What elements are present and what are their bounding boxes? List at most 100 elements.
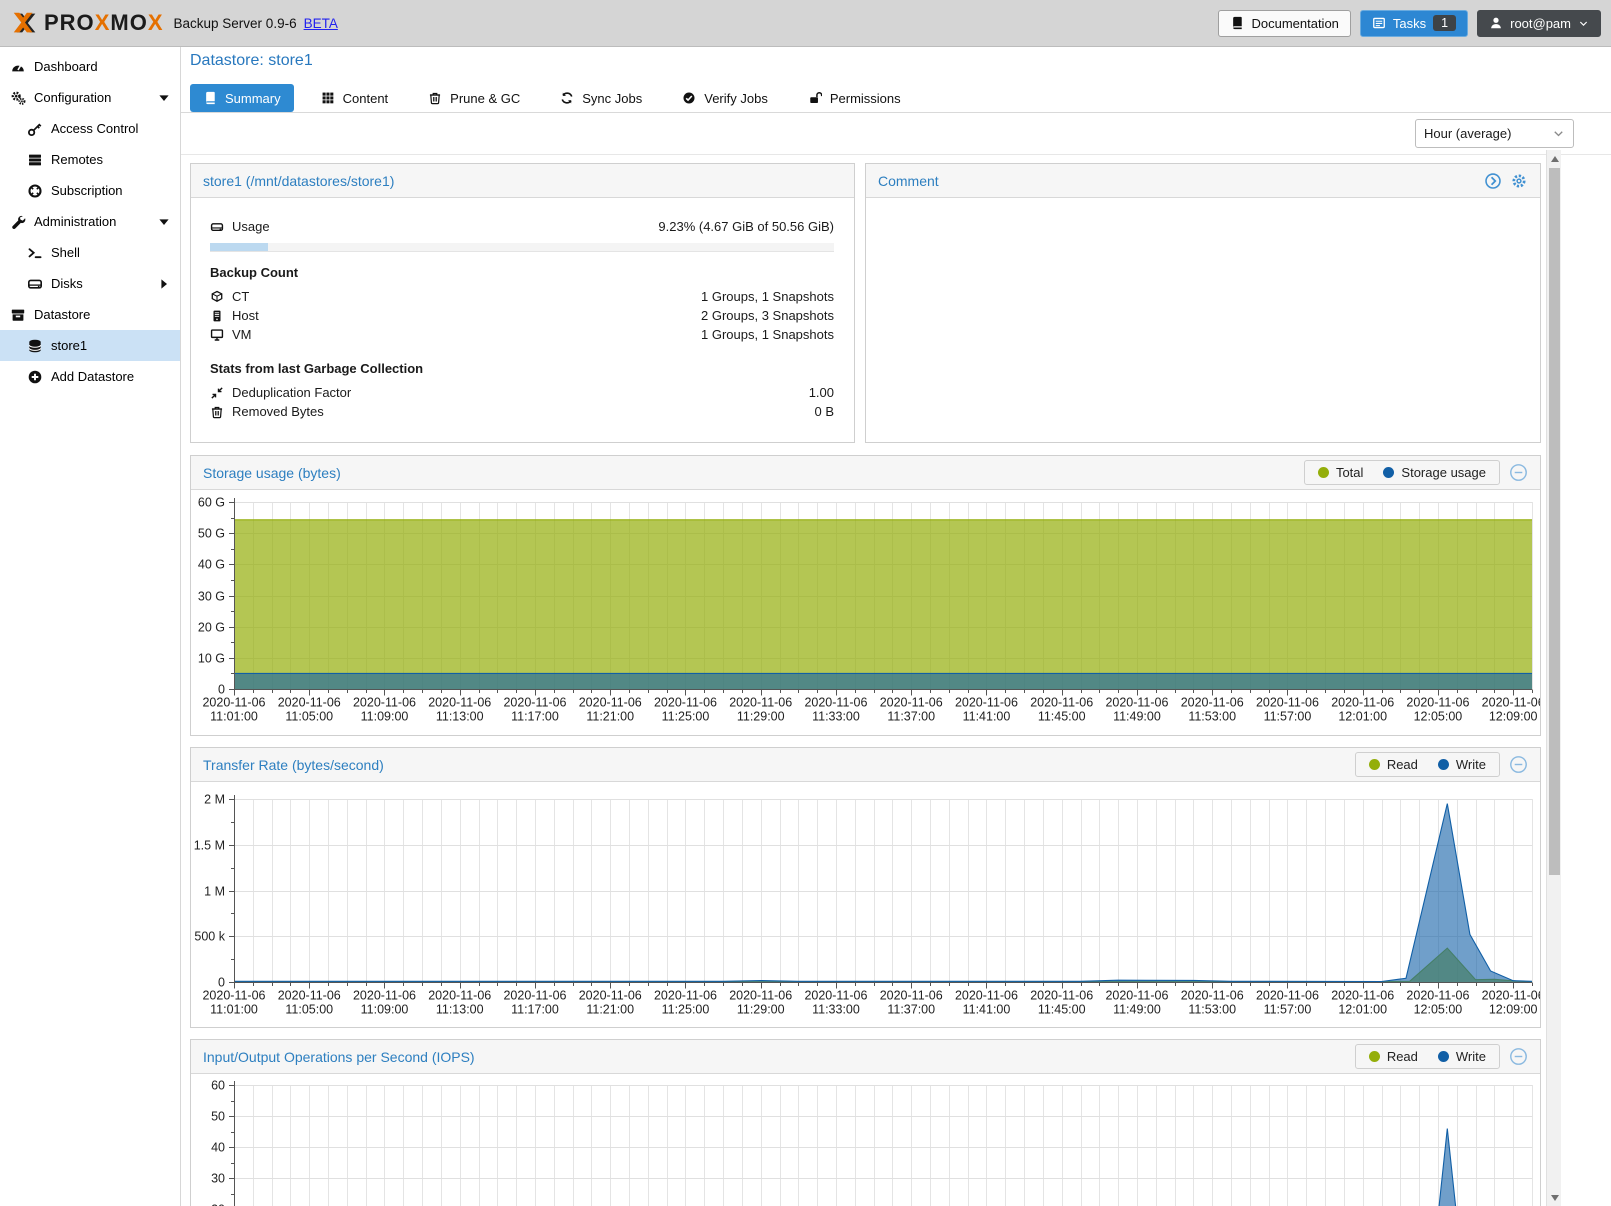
svg-text:2020-11-06: 2020-11-06: [202, 989, 265, 1003]
sidebar-item-datastore[interactable]: Datastore: [0, 299, 180, 330]
sidebar-item-label: Dashboard: [34, 59, 98, 74]
transfer-rate-chart-panel: Transfer Rate (bytes/second) Read Write 0…: [190, 747, 1541, 1028]
comment-input[interactable]: [866, 198, 1540, 442]
tab-prune-gc[interactable]: Prune & GC: [415, 84, 533, 112]
beta-link[interactable]: BETA: [303, 15, 338, 31]
tasks-label: Tasks: [1392, 15, 1427, 31]
legend-item[interactable]: Read: [1368, 757, 1418, 772]
tab-summary[interactable]: Summary: [190, 84, 294, 112]
documentation-button[interactable]: Documentation: [1218, 9, 1351, 37]
submit-comment-icon[interactable]: [1484, 172, 1502, 190]
tab-permissions[interactable]: Permissions: [795, 84, 914, 112]
sidebar-item-add-datastore[interactable]: Add Datastore: [0, 361, 180, 392]
iops-chart-legend: Read Write: [1354, 1044, 1500, 1069]
svg-text:11:21:00: 11:21:00: [586, 1003, 634, 1017]
sidebar-item-dashboard[interactable]: Dashboard: [0, 51, 180, 82]
task-list-icon: [1372, 16, 1386, 30]
caret-down-icon[interactable]: [156, 214, 172, 230]
collapse-panel-icon[interactable]: [1509, 1047, 1528, 1066]
legend-dot: [1368, 1051, 1380, 1062]
gear-icon[interactable]: [1510, 172, 1528, 190]
legend-item[interactable]: Write: [1437, 1049, 1486, 1064]
legend-dot: [1317, 467, 1329, 478]
svg-text:60 G: 60 G: [198, 496, 225, 510]
svg-text:2020-11-06: 2020-11-06: [1482, 989, 1540, 1003]
proxmox-wordmark: PROXMOX: [44, 10, 164, 35]
tasks-button[interactable]: Tasks 1: [1359, 9, 1469, 37]
sidebar-item-label: Disks: [51, 276, 83, 291]
book-icon: [203, 91, 217, 105]
svg-text:2020-11-06: 2020-11-06: [955, 696, 1018, 710]
user-menu-button[interactable]: root@pam: [1477, 9, 1601, 37]
svg-text:500 k: 500 k: [194, 930, 225, 944]
legend-item[interactable]: Total: [1317, 465, 1363, 480]
svg-text:2020-11-06: 2020-11-06: [1181, 696, 1244, 710]
datastore-panel-title: store1 (/mnt/datastores/store1): [203, 172, 395, 189]
legend-item[interactable]: Storage usage: [1383, 465, 1486, 480]
trash-icon: [210, 405, 224, 419]
tab-label: Permissions: [829, 90, 901, 106]
tab-sync-jobs[interactable]: Sync Jobs: [547, 84, 655, 112]
storage-chart-title: Storage usage (bytes): [203, 464, 341, 481]
legend-dot: [1383, 467, 1395, 478]
svg-text:2020-11-06: 2020-11-06: [202, 696, 265, 710]
timeframe-select[interactable]: Hour (average): [1415, 119, 1574, 148]
svg-text:11:37:00: 11:37:00: [887, 710, 935, 724]
svg-text:2020-11-06: 2020-11-06: [278, 989, 341, 1003]
tab-bar: Summary Content Prune & GC Sync Jobs Verify …: [190, 84, 914, 112]
sidebar-item-subscription[interactable]: Subscription: [0, 175, 180, 206]
scrollbar-thumb[interactable]: [1549, 168, 1560, 875]
caret-down-icon[interactable]: [156, 90, 172, 106]
legend-item[interactable]: Read: [1368, 1049, 1418, 1064]
svg-text:2020-11-06: 2020-11-06: [955, 989, 1018, 1003]
collapse-panel-icon[interactable]: [1509, 755, 1528, 774]
iops-chart: 01020304050602020-11-0611:01:002020-11-0…: [211, 1079, 1533, 1206]
tab-label: Content: [342, 90, 389, 106]
backup-count-row: VM 1 Groups, 1 Snapshots: [210, 325, 834, 344]
tab-content[interactable]: Content: [308, 84, 402, 112]
iops-chart-title: Input/Output Operations per Second (IOPS…: [203, 1048, 475, 1065]
trash-icon: [428, 91, 442, 105]
backup-count-heading: Backup Count: [210, 265, 299, 280]
legend-item[interactable]: Write: [1437, 757, 1486, 772]
sidebar-item-administration[interactable]: Administration: [0, 206, 180, 237]
th-icon: [321, 91, 335, 105]
svg-text:2020-11-06: 2020-11-06: [1030, 696, 1093, 710]
sidebar-item-label: store1: [51, 338, 88, 353]
svg-text:2020-11-06: 2020-11-06: [804, 989, 867, 1003]
vertical-scrollbar[interactable]: [1546, 150, 1561, 1206]
svg-text:12:05:00: 12:05:00: [1414, 1003, 1463, 1017]
page-title: Datastore: store1: [190, 52, 313, 69]
tab-label: Summary: [225, 90, 281, 106]
svg-text:11:53:00: 11:53:00: [1188, 1003, 1236, 1017]
top-header: PROXMOX Backup Server 0.9-6 BETA Documen…: [0, 0, 1611, 47]
collapse-panel-icon[interactable]: [1509, 463, 1528, 482]
gc-stats-row: Removed Bytes 0 B: [210, 402, 834, 421]
sidebar-item-remotes[interactable]: Remotes: [0, 144, 180, 175]
svg-text:2020-11-06: 2020-11-06: [1105, 989, 1168, 1003]
svg-text:2020-11-06: 2020-11-06: [278, 696, 341, 710]
tab-verify-jobs[interactable]: Verify Jobs: [669, 84, 781, 112]
sidebar-item-shell[interactable]: Shell: [0, 237, 180, 268]
wrench-icon: [10, 214, 26, 230]
scroll-up-arrow[interactable]: [1547, 151, 1562, 166]
sidebar-item-store1[interactable]: store1: [0, 330, 180, 361]
caret-right-icon[interactable]: [156, 276, 172, 292]
sidebar-item-access-control[interactable]: Access Control: [0, 113, 180, 144]
svg-text:2020-11-06: 2020-11-06: [729, 696, 792, 710]
svg-text:11:45:00: 11:45:00: [1038, 710, 1086, 724]
remotes-icon: [27, 152, 43, 168]
svg-text:30 G: 30 G: [198, 590, 225, 604]
svg-text:2020-11-06: 2020-11-06: [579, 696, 642, 710]
svg-text:12:05:00: 12:05:00: [1414, 710, 1463, 724]
scroll-down-arrow[interactable]: [1547, 1190, 1562, 1205]
svg-text:11:09:00: 11:09:00: [361, 1003, 409, 1017]
sidebar-item-configuration[interactable]: Configuration: [0, 82, 180, 113]
gc-stats-heading: Stats from last Garbage Collection: [210, 361, 424, 376]
svg-text:2020-11-06: 2020-11-06: [428, 696, 491, 710]
svg-text:2020-11-06: 2020-11-06: [1256, 696, 1319, 710]
storage-chart-legend: Total Storage usage: [1303, 460, 1500, 485]
sidebar-item-label: Add Datastore: [51, 369, 135, 384]
svg-text:11:49:00: 11:49:00: [1113, 710, 1161, 724]
sidebar-item-disks[interactable]: Disks: [0, 268, 180, 299]
